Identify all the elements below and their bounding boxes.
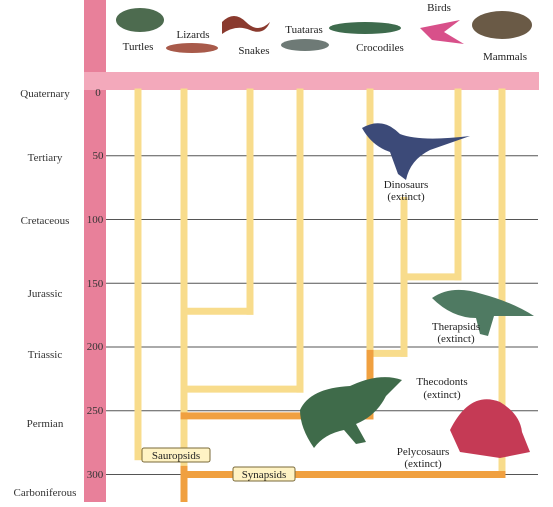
extinct-group-labels: Dinosaurs (extinct) Therapsids (extinct)…: [384, 179, 480, 470]
tick-label-150: 150: [87, 278, 104, 290]
synapsids-box: [232, 466, 296, 482]
crocodile-image: [329, 22, 401, 34]
animal-images: [116, 8, 532, 53]
period-label-triassic: Triassic: [28, 349, 63, 361]
tick-label-100: 100: [87, 214, 104, 226]
period-label-jurassic: Jurassic: [28, 288, 63, 300]
label-dinosaurs-status: (extinct): [387, 191, 425, 203]
dinosaur-image: [362, 123, 470, 180]
period-label-permian: Permian: [27, 418, 64, 430]
tick-label-50: 50: [93, 150, 105, 162]
label-thecodonts: Thecodonts: [416, 376, 467, 388]
tick-label-300: 300: [87, 469, 104, 481]
period-label-tertiary: Tertiary: [28, 152, 63, 164]
label-birds: Birds: [427, 2, 451, 14]
label-therapsids: Therapsids: [432, 321, 480, 333]
period-label-quaternary: Quaternary: [20, 88, 70, 100]
label-crocodiles: Crocodiles: [356, 42, 404, 54]
label-dinosaurs: Dinosaurs: [384, 179, 429, 191]
label-thecodonts-status: (extinct): [423, 389, 461, 401]
sauropsids-box: [141, 447, 211, 463]
tick-label-250: 250: [87, 405, 104, 417]
tick-labels: 0 50 100 150 200 250 300: [87, 87, 104, 481]
timeline-bar: [84, 0, 106, 502]
label-pelycosaurs: Pelycosaurs: [397, 446, 450, 458]
extinct-animal-images: [300, 123, 534, 458]
pelycosaur-image: [450, 399, 530, 458]
label-turtles: Turtles: [123, 41, 154, 53]
label-tuataras: Tuataras: [285, 24, 322, 36]
bird-image: [420, 20, 464, 44]
living-group-labels: Turtles Lizards Snakes Tuataras Crocodil…: [123, 2, 527, 63]
label-snakes: Snakes: [238, 45, 269, 57]
therapsid-image: [432, 289, 534, 336]
lizard-image: [166, 43, 218, 53]
mammal-image: [472, 11, 532, 39]
label-mammals: Mammals: [483, 51, 527, 63]
tick-label-0: 0: [95, 87, 101, 99]
period-label-carboniferous: Carboniferous: [14, 487, 77, 499]
turtle-image: [116, 8, 164, 32]
label-pelycosaurs-status: (extinct): [404, 458, 442, 470]
label-sauropsids: Sauropsids: [152, 450, 200, 462]
snake-image: [222, 16, 270, 34]
label-synapsids: Synapsids: [242, 469, 287, 481]
period-label-cretaceous: Cretaceous: [21, 215, 70, 227]
thecodont-image: [300, 377, 402, 448]
stem-group-boxes: Sauropsids Synapsids: [141, 447, 296, 482]
label-lizards: Lizards: [177, 29, 210, 41]
tuatara-image: [281, 39, 329, 51]
present-day-band: [84, 72, 539, 90]
tick-label-200: 200: [87, 341, 104, 353]
period-labels: Quaternary Tertiary Cretaceous Jurassic …: [14, 88, 77, 499]
label-therapsids-status: (extinct): [437, 333, 475, 345]
